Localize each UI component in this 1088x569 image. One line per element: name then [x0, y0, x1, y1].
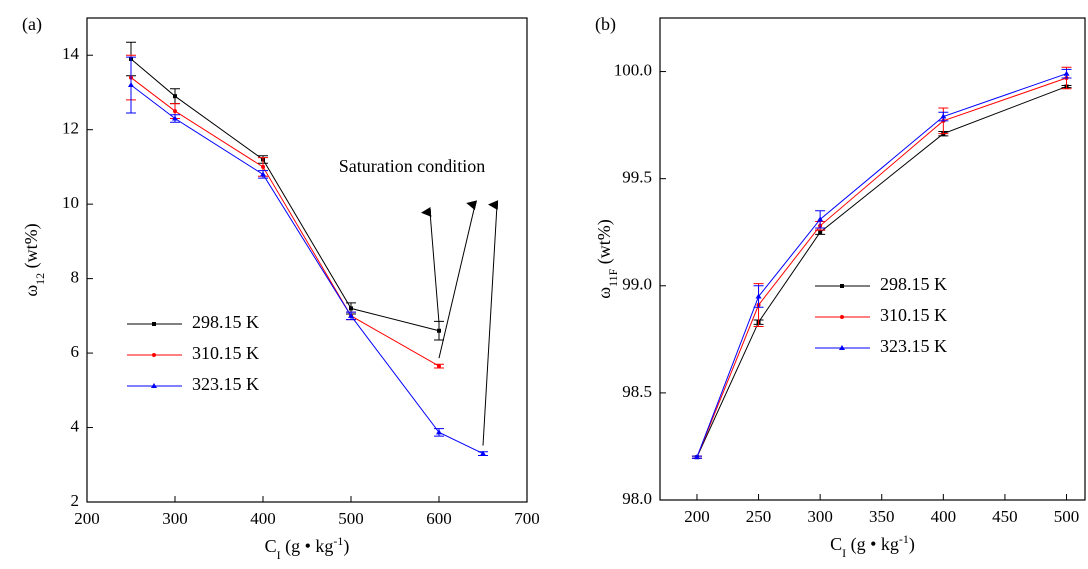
x-tick-label: 400: [250, 509, 276, 528]
x-tick-label: 350: [869, 507, 895, 526]
label-part: I: [842, 546, 846, 560]
x-axis-label: CI (g • kg-1): [265, 534, 350, 562]
y-tick-label: 10: [62, 193, 79, 212]
label-part: C: [830, 534, 842, 554]
series-line: [696, 77, 1067, 458]
point: [755, 293, 762, 299]
y-tick-label: 100.0: [614, 60, 652, 79]
label-part: (g • kg: [281, 536, 334, 557]
point: [817, 216, 824, 222]
point: [260, 171, 266, 177]
x-tick-label: 200: [684, 507, 710, 526]
legend-label: 298.15 K: [880, 274, 947, 294]
y-tick-label: 14: [62, 44, 80, 63]
x-tick-label: 200: [74, 509, 100, 528]
point: [840, 315, 844, 319]
y-tick-label: 6: [71, 342, 80, 361]
legend-label: 323.15 K: [880, 336, 947, 356]
y-tick-label: 12: [62, 119, 79, 138]
y-tick-label: 98.0: [622, 489, 652, 508]
label-part: (wt%): [594, 219, 615, 268]
point: [839, 345, 845, 350]
point: [437, 328, 441, 333]
legend-label: 310.15 K: [192, 343, 259, 363]
panel-label: (b): [595, 14, 616, 35]
x-tick-label: 400: [931, 507, 957, 526]
point: [818, 230, 823, 235]
series-line: [130, 58, 440, 332]
point: [128, 82, 134, 88]
series-line: [130, 84, 484, 455]
label-part: ): [909, 534, 915, 555]
arrow: [421, 206, 440, 323]
x-tick-label: 500: [338, 509, 364, 528]
y-axis-label: ω11F (wt%): [594, 219, 620, 299]
point: [348, 312, 354, 318]
label-part: I: [277, 548, 281, 562]
label-part: C: [265, 536, 277, 556]
point: [480, 450, 486, 456]
x-tick-label: 600: [426, 509, 452, 528]
series-line: [696, 73, 1067, 458]
y-tick-label: 2: [71, 491, 80, 510]
label-part: -1: [333, 534, 343, 548]
point: [173, 94, 177, 99]
label-part: ω: [21, 285, 41, 297]
x-tick-label: 700: [514, 509, 540, 528]
y-tick-label: 99.5: [622, 168, 652, 187]
x-tick-label: 250: [746, 507, 772, 526]
label-part: 11F: [606, 268, 620, 287]
point: [840, 284, 844, 288]
series-line: [130, 77, 440, 367]
series-line: [696, 86, 1067, 458]
x-tick-label: 500: [1054, 507, 1080, 526]
panel-label: (a): [22, 14, 42, 35]
legend-label: 323.15 K: [192, 374, 259, 394]
arrow: [438, 200, 478, 359]
y-tick-label: 99.0: [622, 275, 652, 294]
label-part: ): [343, 536, 349, 557]
legend-label: 310.15 K: [880, 305, 947, 325]
x-tick-label: 300: [807, 507, 833, 526]
point: [693, 454, 700, 460]
point: [1063, 70, 1070, 76]
legend-label: 298.15 K: [192, 312, 259, 332]
point: [151, 383, 157, 388]
y-tick-label: 8: [71, 268, 80, 287]
plot-frame: [659, 17, 1086, 501]
point: [152, 353, 156, 357]
y-tick-label: 4: [71, 416, 80, 435]
label-part: 12: [33, 273, 47, 285]
x-axis-label: CI (g • kg-1): [830, 532, 915, 560]
arrow: [482, 200, 499, 446]
point: [940, 113, 947, 119]
y-tick-label: 98.5: [622, 382, 652, 401]
label-part: ω: [594, 287, 614, 299]
point: [152, 322, 156, 326]
x-tick-label: 450: [992, 507, 1018, 526]
point: [172, 115, 178, 121]
point: [173, 109, 177, 114]
point: [261, 164, 265, 169]
x-tick-label: 300: [162, 509, 188, 528]
point: [436, 429, 442, 435]
label-part: (g • kg: [846, 534, 899, 555]
label-part: -1: [899, 532, 909, 546]
y-axis-label: ω12 (wt%): [21, 223, 47, 296]
point: [437, 364, 441, 369]
label-part: (wt%): [21, 223, 42, 272]
annotation: Saturation condition: [339, 156, 485, 176]
plot-frame: [86, 17, 528, 503]
point: [349, 306, 353, 311]
